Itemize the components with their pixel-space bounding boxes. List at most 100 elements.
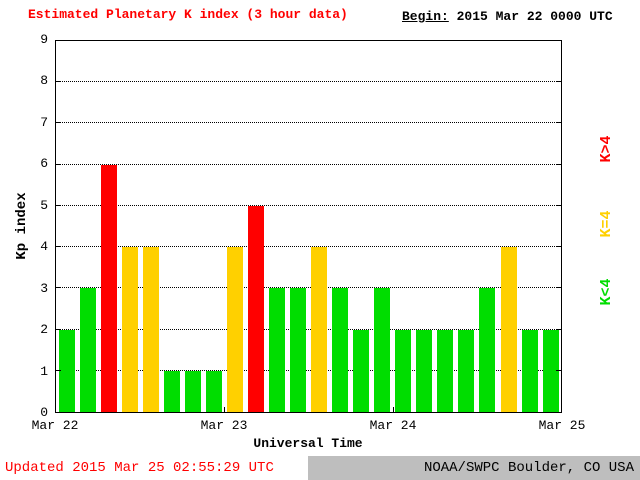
- x-axis-labels: Mar 22 Mar 23 Mar 24 Mar 25: [32, 418, 586, 434]
- kp-bar: [205, 370, 222, 412]
- begin-label: Begin:: [402, 9, 449, 24]
- legend-item: K>4: [598, 135, 615, 163]
- bar-slot: [245, 41, 266, 412]
- bar-slot: [330, 41, 351, 412]
- kp-bar: [479, 288, 496, 412]
- legend-item: K=4: [598, 210, 615, 238]
- y-tick-label: 6: [40, 156, 48, 172]
- bar-slot: [477, 41, 498, 412]
- kp-bar: [79, 288, 96, 412]
- x-tick-label: Mar 25: [538, 418, 586, 433]
- kp-bar: [226, 247, 243, 412]
- y-tick-label: 4: [40, 239, 48, 255]
- kp-bar: [163, 370, 180, 412]
- bar-slot: [372, 41, 393, 412]
- updated-timestamp: Updated 2015 Mar 25 02:55:29 UTC: [5, 460, 274, 476]
- kp-bar: [290, 288, 307, 412]
- bar-slot: [540, 41, 561, 412]
- x-tick-label: Mar 22: [31, 418, 79, 433]
- bar-slot: [98, 41, 119, 412]
- legend-item: K<4: [598, 278, 615, 306]
- axis-tick: [556, 287, 561, 289]
- kp-bar: [121, 247, 138, 412]
- axis-tick: [56, 328, 61, 330]
- credit-text: NOAA/SWPC Boulder, CO USA: [423, 460, 634, 476]
- bar-slot: [351, 41, 372, 412]
- gridline: [56, 246, 561, 248]
- y-tick-label: 3: [40, 280, 48, 296]
- y-tick-label: 2: [40, 322, 48, 338]
- kp-bar: [100, 164, 117, 412]
- axis-tick: [556, 328, 561, 330]
- y-tick-label: 5: [40, 197, 48, 213]
- bar-slot: [393, 41, 414, 412]
- begin-value: 2015 Mar 22 0000 UTC: [456, 9, 613, 24]
- gridline: [56, 204, 561, 206]
- bar-slot: [182, 41, 203, 412]
- y-tick-label: 9: [40, 32, 48, 47]
- gridline: [56, 81, 561, 83]
- kp-bar: [395, 329, 412, 412]
- kp-bar: [311, 247, 328, 412]
- axis-tick: [556, 81, 561, 83]
- axis-tick: [556, 122, 561, 124]
- x-axis-title: Universal Time: [253, 436, 363, 451]
- bar-slot: [288, 41, 309, 412]
- axis-tick: [224, 407, 226, 412]
- axis-tick: [556, 204, 561, 206]
- axis-tick: [556, 369, 561, 371]
- y-tick-label: 1: [40, 363, 48, 379]
- axis-tick: [56, 204, 61, 206]
- axis-tick: [56, 287, 61, 289]
- kp-bar: [521, 329, 538, 412]
- bar-slot: [456, 41, 477, 412]
- gridline: [56, 287, 561, 289]
- kp-bar: [374, 288, 391, 412]
- kp-bar: [542, 329, 559, 412]
- bar-slot: [77, 41, 98, 412]
- axis-tick: [56, 369, 61, 371]
- kp-bar: [142, 247, 159, 412]
- kp-bar: [437, 329, 454, 412]
- bar-slot: [498, 41, 519, 412]
- bar-slot: [266, 41, 287, 412]
- kp-bar: [58, 329, 75, 412]
- gridline: [56, 328, 561, 330]
- kp-bar: [332, 288, 349, 412]
- x-tick-label: Mar 23: [200, 418, 248, 433]
- axis-tick: [392, 407, 394, 412]
- x-tick-label: Mar 24: [369, 418, 417, 433]
- chart-title: Estimated Planetary K index (3 hour data…: [28, 7, 348, 22]
- kp-bar: [458, 329, 475, 412]
- axis-tick: [56, 246, 61, 248]
- axis-tick: [556, 246, 561, 248]
- bar-slot: [519, 41, 540, 412]
- bar-slot: [56, 41, 77, 412]
- kp-bar: [416, 329, 433, 412]
- axis-tick: [56, 163, 61, 165]
- gridline: [56, 369, 561, 371]
- axis-tick: [56, 81, 61, 83]
- bar-slot: [203, 41, 224, 412]
- bar-slot: [224, 41, 245, 412]
- axis-tick: [556, 163, 561, 165]
- kp-bar: [184, 370, 201, 412]
- plot-area: [55, 40, 562, 413]
- kp-bar: [269, 288, 285, 412]
- bar-slot: [140, 41, 161, 412]
- axis-tick: [56, 122, 61, 124]
- y-tick-label: 7: [40, 114, 48, 130]
- updated-patch: Updated 2015 Mar 25 02:55:29 UTC: [0, 456, 308, 480]
- kp-bar: [353, 329, 370, 412]
- footer-bar: Updated 2015 Mar 25 02:55:29 UTC NOAA/SW…: [0, 456, 640, 480]
- y-tick-label: 0: [40, 405, 48, 420]
- gridline: [56, 122, 561, 124]
- bars: [56, 41, 561, 412]
- bar-slot: [414, 41, 435, 412]
- y-axis-labels: 0 1 2 3 4 5 6 7 8 9: [20, 32, 48, 420]
- bar-slot: [119, 41, 140, 412]
- bar-slot: [309, 41, 330, 412]
- kp-bar: [247, 205, 264, 412]
- y-tick-label: 8: [40, 73, 48, 89]
